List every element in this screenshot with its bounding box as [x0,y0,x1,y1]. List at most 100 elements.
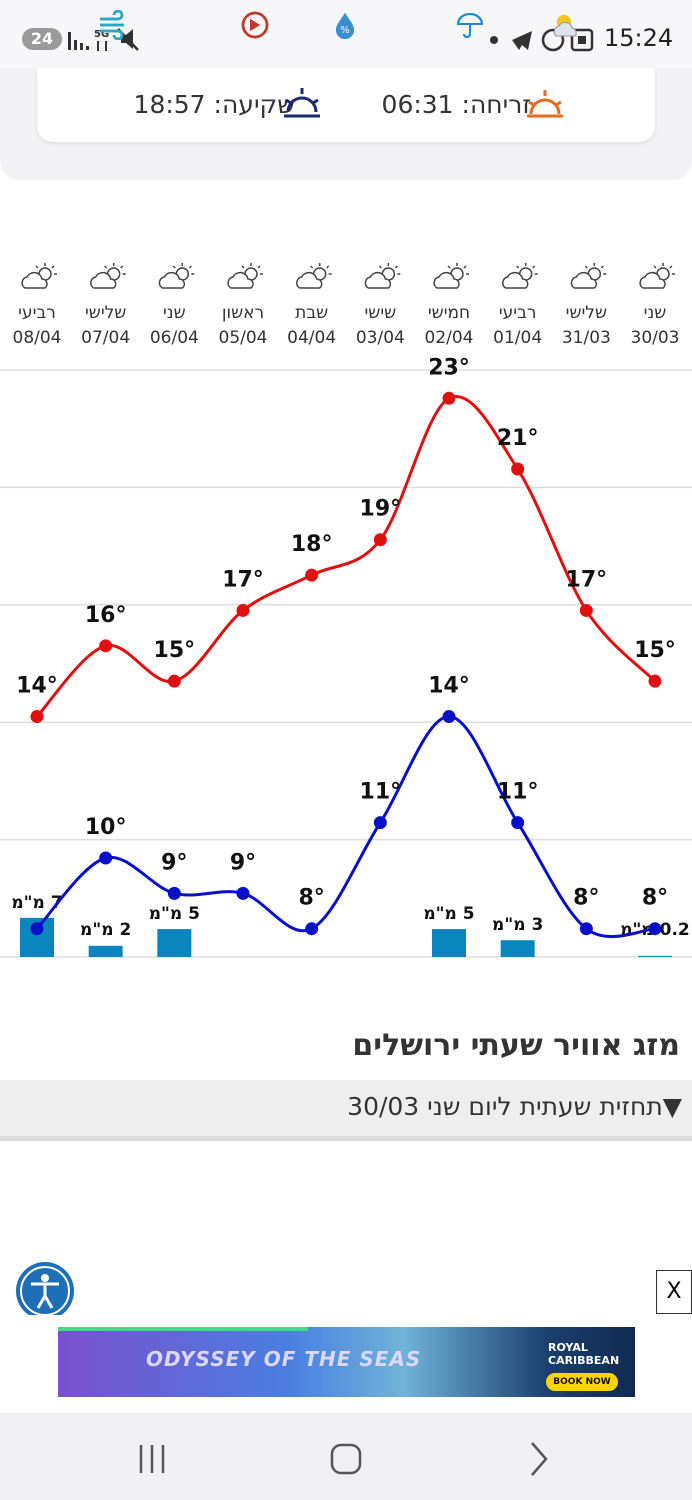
svg-text:5G: 5G [94,29,109,40]
temperature-label: 21° [497,426,539,451]
sunrise-icon [527,90,563,118]
temperature-point [99,851,113,865]
precipitation-bar [500,940,535,957]
temperature-label: 8° [299,886,325,911]
temperature-label: 11° [497,780,539,805]
temperature-point [305,568,319,582]
day-date: 08/04 [13,328,62,348]
weather-icon [553,15,577,37]
temperature-point [648,674,662,688]
temperature-label: 15° [634,638,676,663]
umbrella-icon [456,13,484,38]
day-name: רביעי [18,303,56,323]
temperature-point [511,816,525,830]
temperature-point [373,533,387,547]
temperature-label: 18° [291,532,333,557]
icon-rays [516,263,538,275]
icon-rays [447,263,469,275]
home-button[interactable] [330,1443,362,1475]
day-date: 30/03 [631,328,680,348]
temperature-label: 17° [222,567,264,592]
sunset-icon [284,88,320,118]
temperature-point [442,391,456,405]
precipitation-label: 2 מ"מ [80,920,131,940]
day-date: 06/04 [150,328,199,348]
temperature-point [167,674,181,688]
recent-apps-button[interactable] [139,1445,165,1473]
day-date: 31/03 [562,328,611,348]
hourly-title: מזג אוויר שעתי ירושלים [352,1028,680,1063]
temperature-point [305,922,319,936]
weather-icon [364,263,401,289]
weather-icon [90,263,126,289]
day-name: ראשון [222,303,264,323]
precipitation-label: 5 מ"מ [149,904,200,924]
notification-icons [490,28,594,52]
precipitation-bar [432,929,466,957]
icon-rays [310,263,332,275]
temperature-label: 17° [566,567,608,592]
wind-icon [100,10,124,40]
weather-icon [227,263,263,289]
icon-rays [104,263,126,275]
temperature-label: 14° [428,674,470,699]
sunset: שקיעה: 18:57 [133,90,295,119]
badge: 24 [22,28,62,50]
temperature-line [35,394,657,718]
ad-banner[interactable]: ODYSSEY OF THE SEAS ROYAL CARIBBEAN BOOK… [58,1327,635,1397]
icon-cloud [639,271,666,289]
temperature-point [373,816,387,830]
weather-icon [502,263,538,289]
temperature-label: 9° [161,850,187,875]
day-name: שלישי [85,303,126,323]
day-name: שני [163,303,186,323]
icon-rays [378,263,401,275]
weather-icon [433,263,469,289]
day-name: שבת [295,303,328,323]
icon-cloud [570,271,598,289]
sun-card: זריחה: 06:31 שקיעה: 18:57 [37,68,655,142]
weather-icon [570,263,607,289]
precipitation-bar [638,955,672,957]
hourly-header[interactable]: ▼תחזית שעתית ליום שני 30/03 [0,1080,692,1141]
weather-icon [158,263,195,289]
temperature-point [511,462,525,476]
day-date: 04/04 [287,328,336,348]
temperature-label: 19° [360,497,402,522]
temperature-label: 16° [85,603,127,628]
wind-direction-icon [241,11,269,39]
close-ad-button[interactable]: X [656,1270,692,1314]
navigation-bar [0,1413,692,1500]
temperature-label: 11° [360,780,402,805]
temperature-label: 8° [642,886,668,911]
weather-icon [21,263,57,289]
ad-cta[interactable]: BOOK NOW [546,1373,618,1391]
precipitation-label: 3 מ"מ [492,915,543,935]
temperature-point [30,710,44,724]
accessibility-button[interactable] [16,1262,74,1320]
icon-cloud [364,271,392,289]
ad-headline: ODYSSEY OF THE SEAS [146,1347,422,1371]
back-button[interactable] [531,1442,548,1476]
temperature-point [30,922,44,936]
temperature-point [579,603,593,617]
day-date: 05/04 [219,328,268,348]
ad-area: ODYSSEY OF THE SEAS ROYAL CARIBBEAN BOOK… [0,1315,692,1413]
icon-rays [35,263,57,275]
temperature-point [167,886,181,900]
temperature-point [236,603,250,617]
weather-icon [296,263,332,289]
icon-rays [584,263,607,275]
icon-cloud [433,271,460,289]
sunrise: זריחה: 06:31 [381,90,531,119]
humidity-icon: % [336,13,354,39]
clock: 15:24 [604,24,674,52]
icon-rays [653,263,675,275]
precipitation-bar [157,929,192,957]
temperature-line [35,715,656,939]
day-date: 02/04 [425,328,474,348]
svg-text:%: % [340,25,350,36]
temperature-label: 10° [85,815,127,840]
precipitation-label: 7 מ"מ [11,893,62,913]
